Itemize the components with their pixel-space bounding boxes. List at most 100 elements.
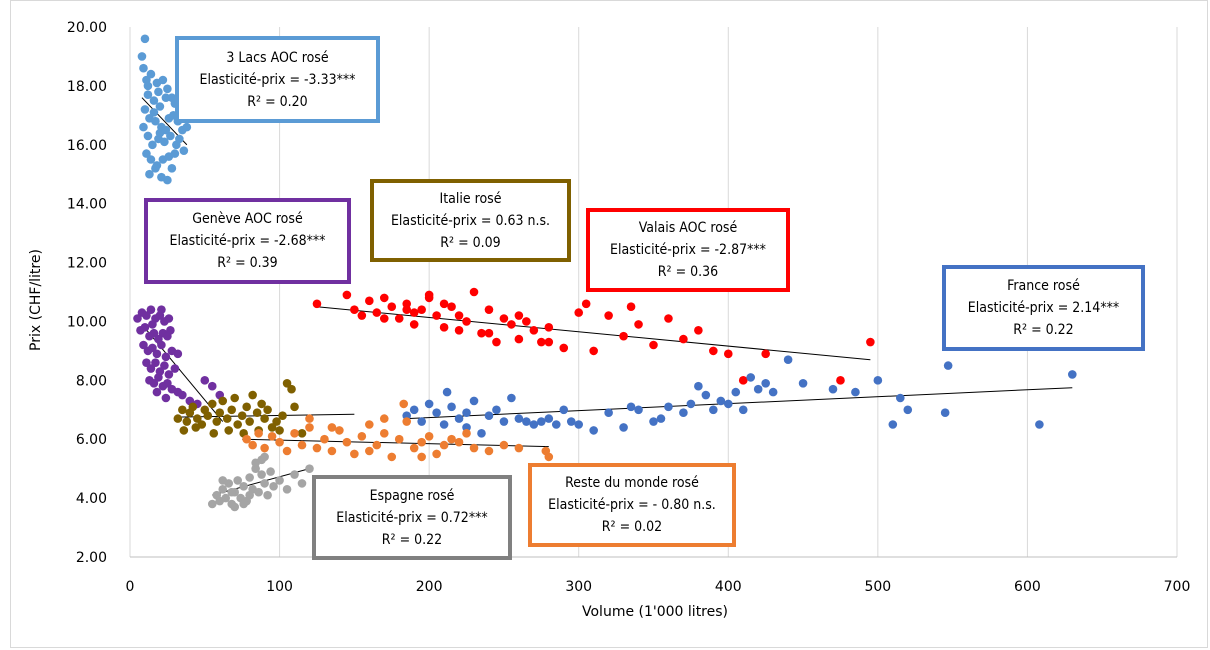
annotation-line: Elasticité-prix = - 0.80 n.s. (548, 497, 716, 513)
france-point (462, 423, 471, 432)
france-point (1035, 420, 1044, 429)
lacs-point (139, 63, 148, 73)
reste-point (432, 449, 441, 459)
valais-annotation-box: Valais AOC rosé Elasticité-prix = -2.87**… (586, 208, 790, 292)
france-point (529, 420, 539, 429)
reste-point (305, 414, 314, 423)
valais-point (454, 311, 464, 320)
annotation-line: R² = 0.22 (381, 531, 443, 548)
france-point (522, 417, 531, 426)
reste-point (447, 434, 456, 444)
reste-point (394, 434, 404, 444)
lacs-point (140, 105, 150, 114)
italie-point (245, 417, 254, 426)
reste-point (327, 446, 337, 456)
valais-point (604, 311, 613, 320)
italie-point (278, 411, 287, 420)
espagne-point (290, 470, 299, 479)
lacs-point (182, 122, 192, 132)
reste-point (248, 440, 257, 450)
valais-point (439, 323, 449, 332)
france-point (439, 420, 449, 429)
italie-point (237, 411, 247, 420)
italie-point (173, 414, 183, 423)
valais-point (312, 299, 322, 309)
annotation-line: Reste du monde rosé (565, 475, 699, 491)
valais-point (581, 299, 591, 309)
geneve-point (166, 325, 175, 335)
france-point (409, 405, 419, 415)
trend-lines (141, 97, 1073, 496)
y-tick-label: 10.00 (67, 314, 107, 330)
annotation-line: Elasticité-prix = -3.33*** (199, 71, 356, 88)
geneve-point (142, 358, 151, 367)
x-tick-label: 700 (1164, 579, 1191, 595)
reste-point (305, 423, 314, 432)
valais-point (350, 305, 359, 314)
espagne-point (218, 476, 228, 485)
valais-point (544, 323, 554, 332)
valais-point (544, 337, 554, 347)
reste-point (350, 449, 359, 459)
italie-point (272, 417, 281, 426)
valais-point (709, 346, 718, 356)
geneve-point (161, 393, 171, 403)
valais-point (447, 302, 456, 312)
france-point (731, 387, 741, 397)
france-point (484, 411, 494, 420)
lacs-annotation-box: 3 Lacs AOC rosé Elasticité-prix = -3.33**… (175, 36, 380, 123)
espagne-point (275, 476, 284, 485)
valais-point (537, 337, 546, 347)
reste-point (409, 443, 419, 453)
valais-point (679, 334, 688, 344)
valais-point (432, 311, 441, 320)
italie-annotation-box: Italie rosé Elasticité-prix = 0.63 n.s. R²… (370, 179, 571, 262)
annotation-line: Elasticité-prix = 2.14*** (967, 300, 1120, 316)
x-axis-label: Volume (1'000 litres) (582, 604, 728, 620)
valais-point (439, 299, 449, 309)
y-tick-label: 6.00 (76, 432, 107, 448)
italie-point (263, 405, 272, 415)
geneve-point (200, 376, 210, 385)
italie-point (212, 417, 222, 426)
geneve-point (148, 343, 157, 353)
geneve-point (163, 378, 172, 388)
axes: 0 100 200 300 400 500 600 700 2.00 4.00 6.00 8.00 10… (67, 20, 1190, 595)
annotation-line: Elasticité-prix = 0.63 n.s. (390, 212, 551, 229)
france-point (664, 402, 673, 412)
italie-point (282, 378, 292, 388)
reste-point (275, 437, 284, 447)
france-point (679, 408, 688, 418)
lacs-point (149, 108, 159, 117)
valais-point (559, 343, 569, 353)
reste-point (469, 443, 479, 453)
lacs-point (140, 34, 150, 44)
lacs-point (160, 137, 169, 147)
france-point (709, 405, 718, 415)
y-axis-label: Prix (CHF/litre) (28, 249, 44, 351)
valais-point (387, 302, 397, 312)
italie-point (182, 417, 192, 426)
valais-point (738, 376, 748, 385)
reste-point (282, 446, 292, 456)
reste-point (379, 414, 389, 423)
reste-point (544, 452, 554, 462)
valais-point (424, 290, 434, 300)
france-point (514, 414, 524, 423)
valais-point (723, 349, 733, 359)
france-point (574, 420, 584, 429)
lacs-point (146, 155, 156, 164)
lacs-point (151, 116, 160, 126)
reste-point (335, 426, 344, 435)
france-point (492, 405, 501, 415)
italie-point (257, 399, 266, 409)
espagne-point (266, 467, 275, 476)
france-point (903, 405, 913, 415)
lacs-point (161, 125, 171, 135)
annotation-line: Italie rosé (439, 190, 502, 207)
reste-point (357, 431, 367, 441)
annotation-line: Valais AOC rosé (638, 220, 738, 236)
valais-point (394, 314, 404, 323)
italie-point (297, 429, 307, 438)
france-point (768, 387, 778, 397)
